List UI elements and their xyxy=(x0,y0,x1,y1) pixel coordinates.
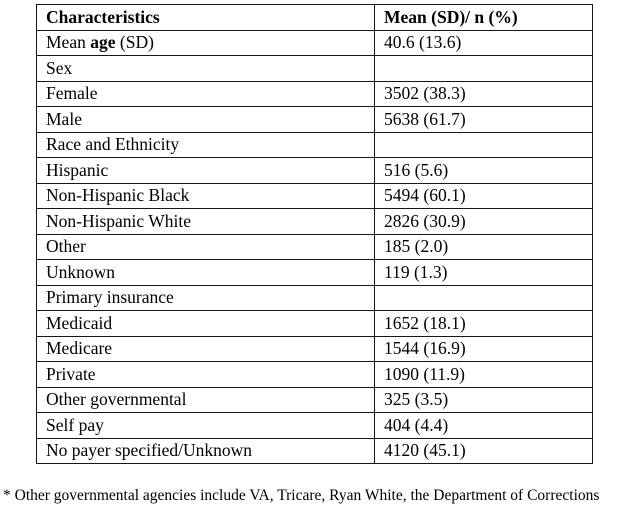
header-cell-characteristics: Characteristics xyxy=(36,4,375,31)
characteristic-cell: Medicaid xyxy=(36,310,375,337)
characteristic-cell: Unknown xyxy=(36,259,375,286)
value-cell: 40.6 (13.6) xyxy=(374,29,593,56)
characteristic-cell: Medicare xyxy=(36,335,375,362)
characteristics-table: Characteristics Mean (SD)/ n (%) Mean ag… xyxy=(36,4,593,464)
characteristics-table-body: Mean age (SD) 40.6 (13.6) Sex Female 3502 (3… xyxy=(36,29,593,464)
table-row: Female 3502 (38.3) xyxy=(36,80,593,107)
characteristic-cell: No payer specified/Unknown xyxy=(36,437,375,464)
header-cell-mean-sd-n: Mean (SD)/ n (%) xyxy=(374,4,593,31)
value-cell: 119 (1.3) xyxy=(374,259,593,286)
characteristic-cell: Non-Hispanic Black xyxy=(36,182,375,209)
table-row: No payer specified/Unknown 4120 (45.1) xyxy=(36,437,593,464)
value-cell: 4120 (45.1) xyxy=(374,437,593,464)
characteristic-cell: Hispanic xyxy=(36,157,375,184)
value-cell: 516 (5.6) xyxy=(374,157,593,184)
value-cell: 404 (4.4) xyxy=(374,412,593,439)
value-cell: 1544 (16.9) xyxy=(374,335,593,362)
value-cell: 185 (2.0) xyxy=(374,233,593,260)
header-row: Characteristics Mean (SD)/ n (%) xyxy=(36,4,593,31)
value-cell: 2826 (30.9) xyxy=(374,208,593,235)
characteristic-cell: Self pay xyxy=(36,412,375,439)
table-row: Unknown 119 (1.3) xyxy=(36,259,593,286)
table-footnote: * Other governmental agencies include VA… xyxy=(3,487,600,504)
table-header: Characteristics Mean (SD)/ n (%) xyxy=(36,4,593,31)
characteristic-cell: Private xyxy=(36,361,375,388)
value-cell: 325 (3.5) xyxy=(374,386,593,413)
value-cell: 3502 (38.3) xyxy=(374,80,593,107)
characteristic-cell: Race and Ethnicity xyxy=(36,131,375,158)
table-row: Non-Hispanic Black 5494 (60.1) xyxy=(36,182,593,209)
table-row: Mean age (SD) 40.6 (13.6) xyxy=(36,29,593,56)
value-cell: 5494 (60.1) xyxy=(374,182,593,209)
value-cell: 5638 (61.7) xyxy=(374,106,593,133)
characteristic-cell: Primary insurance xyxy=(36,284,375,311)
characteristic-cell: Other governmental xyxy=(36,386,375,413)
value-cell: 1652 (18.1) xyxy=(374,310,593,337)
table-row: Other governmental 325 (3.5) xyxy=(36,386,593,413)
characteristic-cell: Female xyxy=(36,80,375,107)
characteristic-cell: Male xyxy=(36,106,375,133)
table-row: Non-Hispanic White 2826 (30.9) xyxy=(36,208,593,235)
table-row: Other 185 (2.0) xyxy=(36,233,593,260)
characteristic-cell: Non-Hispanic White xyxy=(36,208,375,235)
value-cell xyxy=(374,284,593,311)
characteristic-cell: Mean age (SD) xyxy=(36,29,375,56)
section-row: Primary insurance xyxy=(36,284,593,311)
table-row: Medicaid 1652 (18.1) xyxy=(36,310,593,337)
value-cell xyxy=(374,55,593,82)
value-cell xyxy=(374,131,593,158)
table-row: Hispanic 516 (5.6) xyxy=(36,157,593,184)
section-row: Sex xyxy=(36,55,593,82)
table-row: Self pay 404 (4.4) xyxy=(36,412,593,439)
characteristic-cell: Other xyxy=(36,233,375,260)
value-cell: 1090 (11.9) xyxy=(374,361,593,388)
table-row: Private 1090 (11.9) xyxy=(36,361,593,388)
characteristic-cell: Sex xyxy=(36,55,375,82)
section-row: Race and Ethnicity xyxy=(36,131,593,158)
table-row: Medicare 1544 (16.9) xyxy=(36,335,593,362)
table-row: Male 5638 (61.7) xyxy=(36,106,593,133)
